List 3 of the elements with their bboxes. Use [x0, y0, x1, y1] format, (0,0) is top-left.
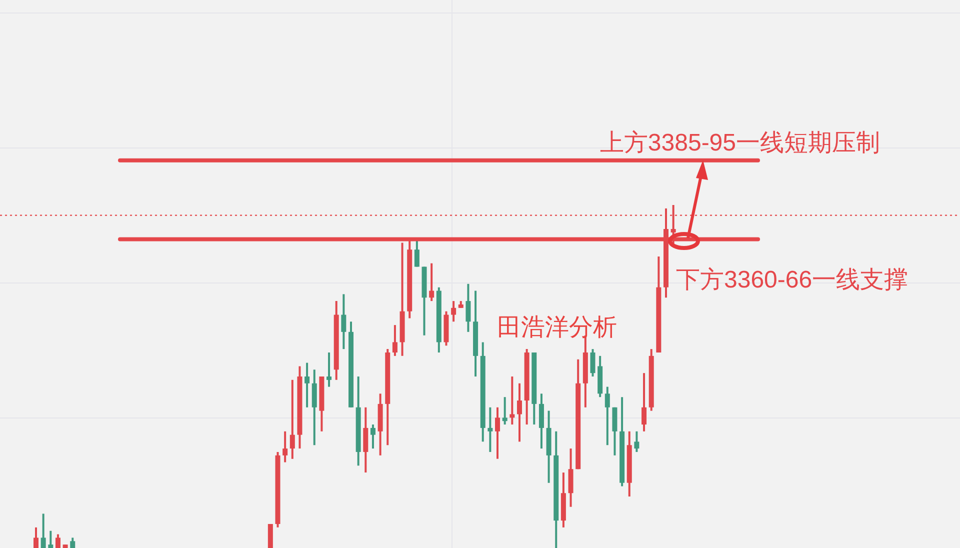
- annotation: 田浩洋分析: [497, 314, 617, 341]
- legend-label: 下方3360-66一线支撑: [676, 266, 908, 294]
- ref-line-label: 上方3385-95一线短期压制: [600, 129, 880, 156]
